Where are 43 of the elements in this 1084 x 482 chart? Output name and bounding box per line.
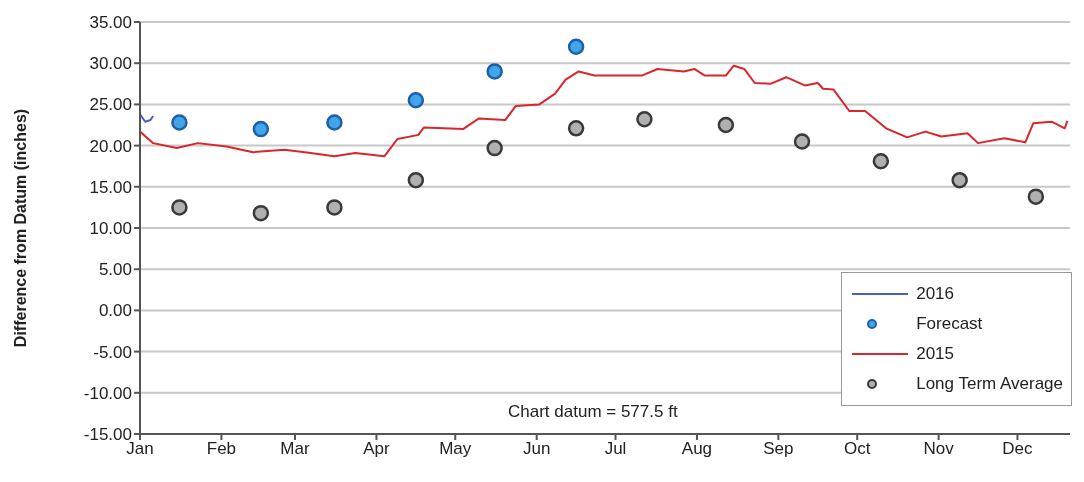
x-tick-label: Nov — [923, 439, 955, 459]
y-tick-label: 10.00 — [89, 219, 132, 239]
y-tick-label: 25.00 — [89, 95, 132, 115]
y-tick-label: 35.00 — [89, 13, 132, 33]
y-tick-label: -5.00 — [93, 342, 132, 362]
point — [567, 120, 585, 137]
legend-label: 2016 — [916, 284, 955, 304]
y-tick-label: 20.00 — [89, 136, 132, 156]
x-tick-label: May — [439, 439, 472, 459]
point — [407, 92, 425, 109]
annotation: Chart datum = 577.5 ft — [508, 402, 678, 422]
legend-label: 2015 — [916, 344, 955, 364]
point — [1027, 188, 1045, 205]
x-tick-label: Jan — [126, 439, 154, 459]
line-series — [140, 113, 155, 123]
y-tick-label: 30.00 — [89, 54, 132, 74]
legend-label: Long Term Average — [916, 374, 1063, 394]
legend-label: Forecast — [916, 314, 983, 334]
x-tick-label: Oct — [843, 439, 871, 459]
y-tick-label: 0.00 — [98, 301, 132, 321]
y-tick-label: 15.00 — [89, 177, 132, 197]
point — [567, 38, 585, 55]
point — [636, 110, 653, 128]
x-tick-label: Aug — [681, 439, 713, 459]
point — [326, 199, 343, 216]
point — [326, 114, 343, 131]
point — [793, 133, 811, 150]
x-tick-label: Dec — [1002, 439, 1034, 459]
y-tick-label: 5.00 — [98, 260, 132, 280]
point — [486, 139, 503, 157]
x-tick-label: Apr — [363, 439, 390, 459]
point — [407, 171, 425, 189]
point — [717, 116, 735, 134]
x-tick-label: Jun — [522, 439, 551, 459]
x-tick-label: Feb — [206, 439, 237, 459]
x-tick-label: Mar — [280, 439, 310, 459]
point — [872, 153, 890, 170]
x-tick-label: Jul — [604, 439, 627, 459]
y-tick-label: -10.00 — [83, 383, 132, 403]
point — [486, 63, 503, 80]
x-tick-label: Sep — [763, 439, 794, 459]
y-axis-title: Difference from Datum (inches) — [11, 108, 29, 348]
point — [951, 171, 968, 189]
